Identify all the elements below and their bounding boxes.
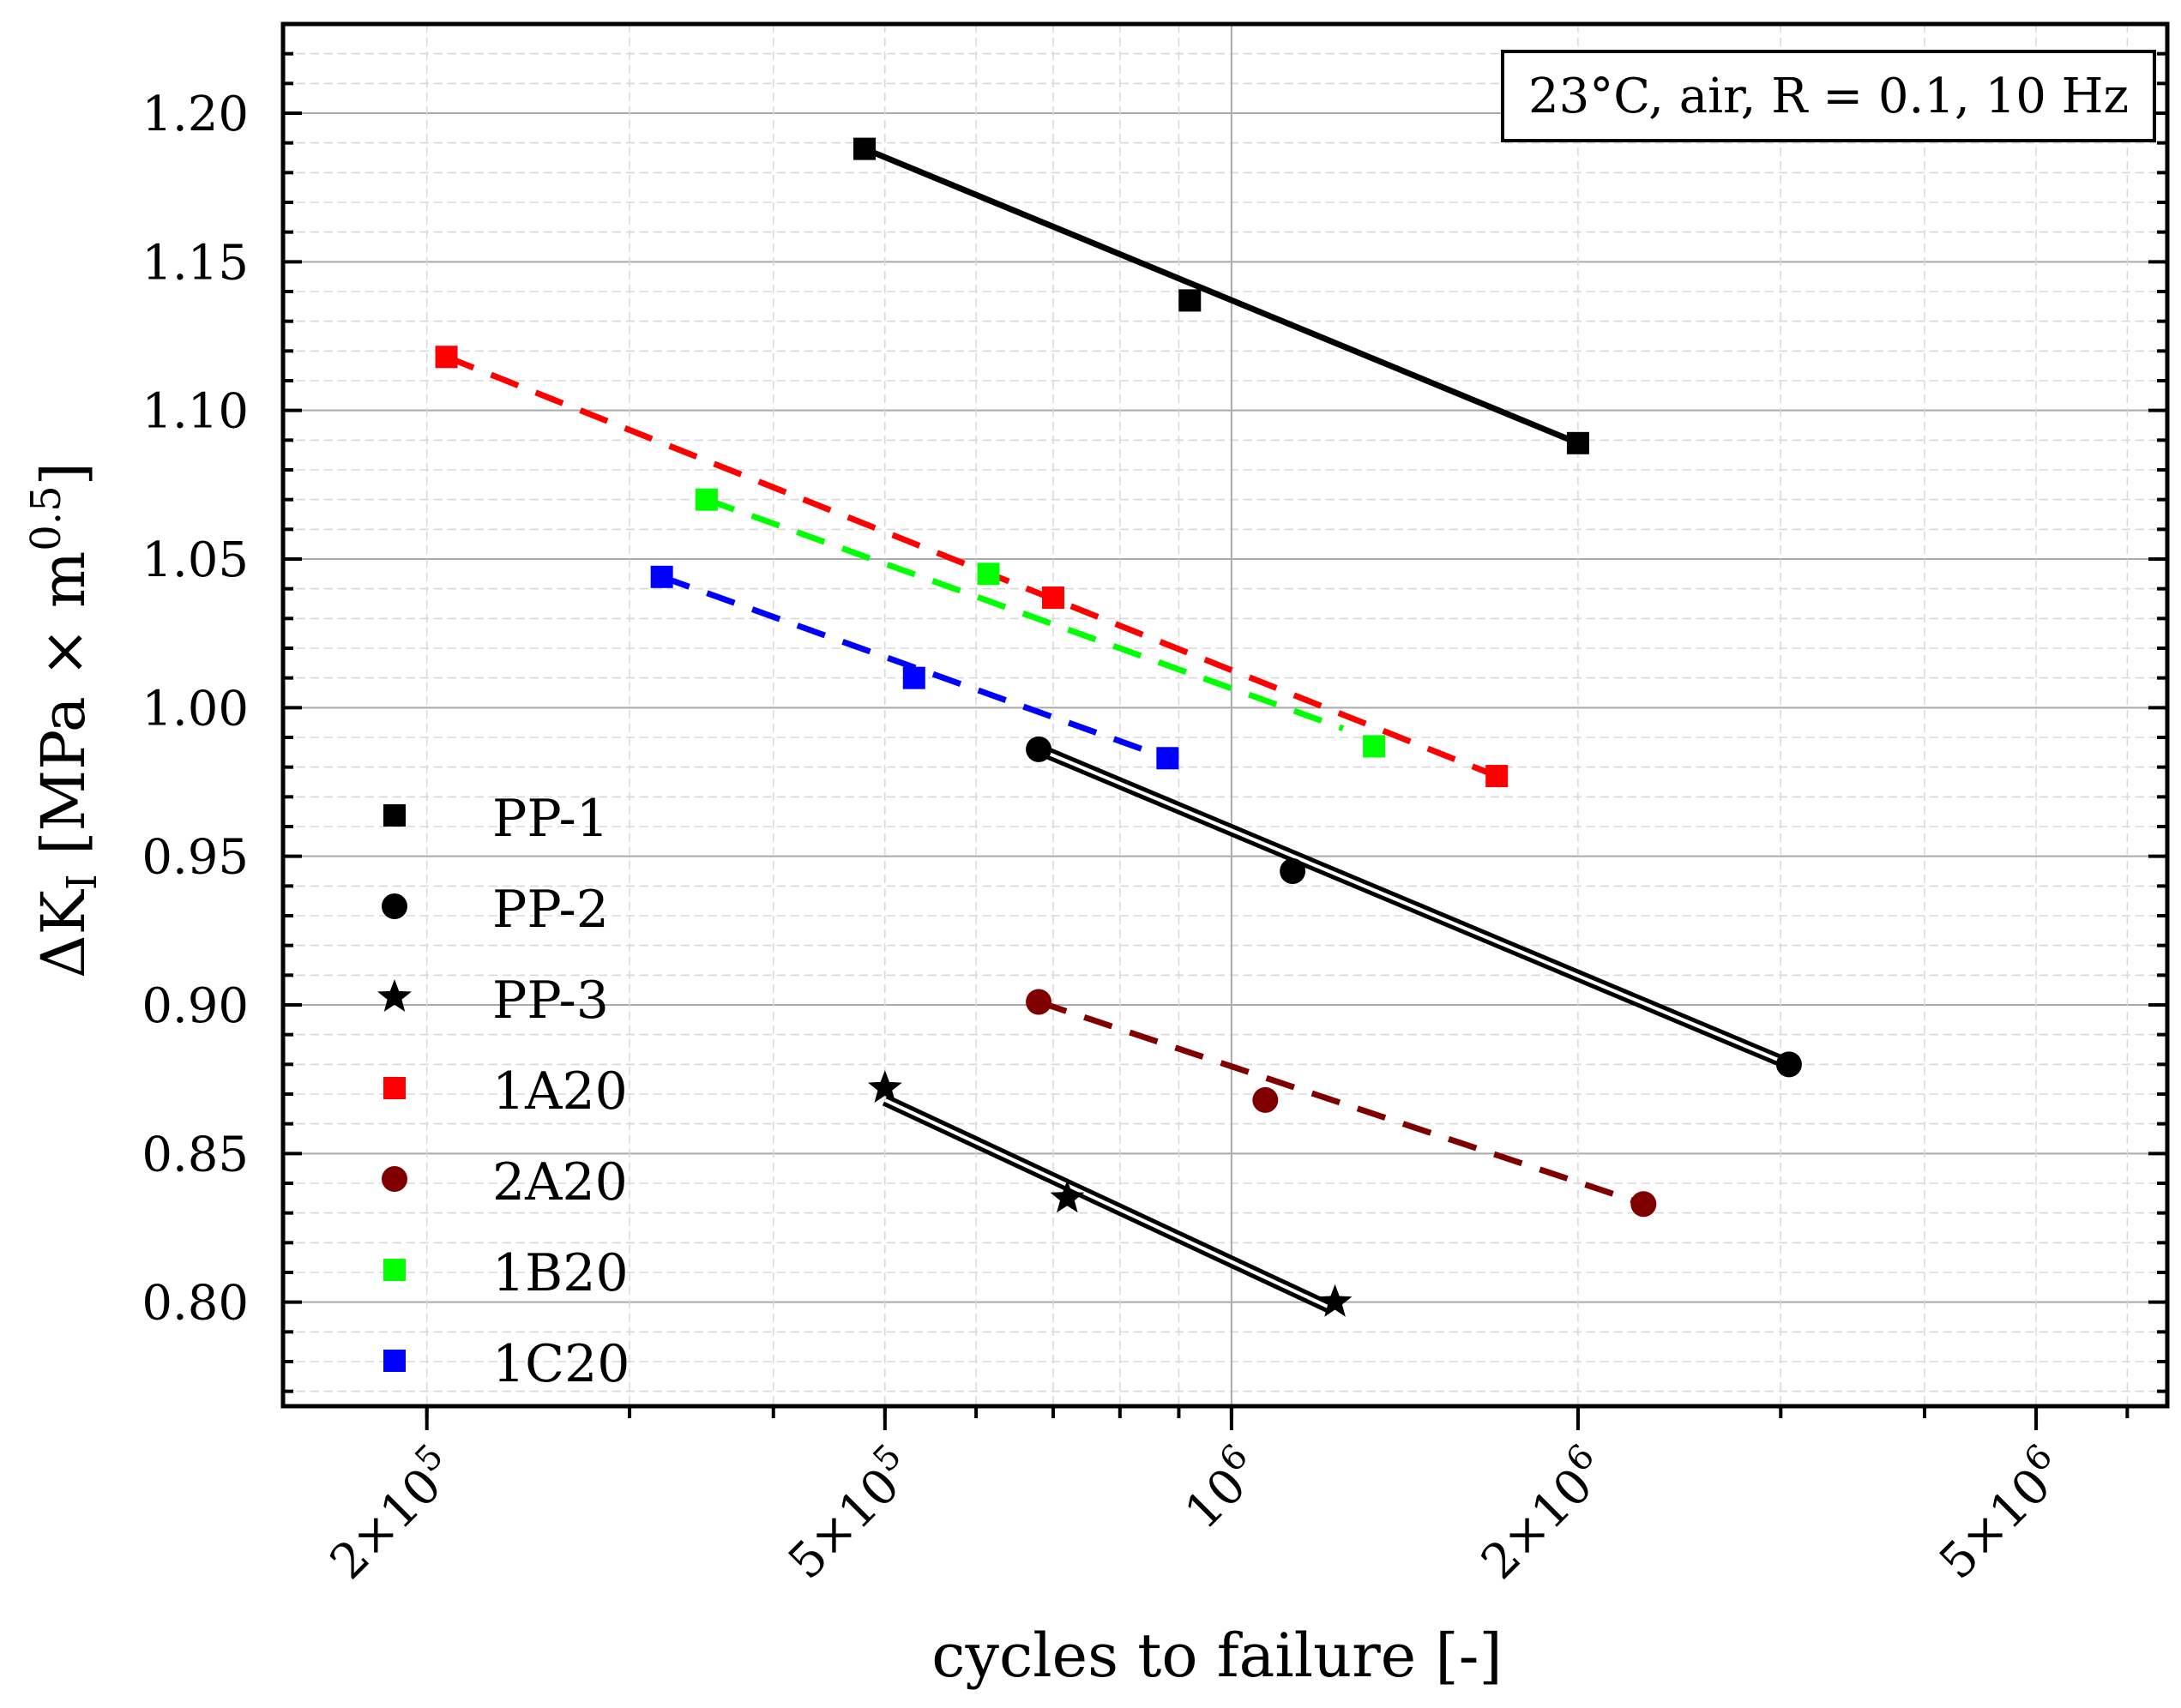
legend-marker (383, 1077, 406, 1099)
legend-item-1a20: 1A20 (383, 1061, 628, 1122)
data-point (1775, 1051, 1802, 1078)
series-1a20 (435, 346, 1509, 788)
legend-item-1b20: 1B20 (383, 1243, 629, 1303)
series-pp-1 (853, 137, 1589, 454)
data-point (695, 488, 718, 511)
legend-marker (382, 1166, 407, 1192)
legend-marker (382, 893, 407, 919)
y-tick-label: 1.00 (142, 681, 249, 737)
series-2a20 (1026, 989, 1657, 1218)
data-point (435, 346, 458, 369)
legend-item-2a20: 2A20 (382, 1152, 628, 1212)
y-tick-label: 1.10 (142, 384, 249, 440)
data-point (1630, 1191, 1657, 1218)
data-point (1252, 1086, 1279, 1113)
data-point (853, 137, 877, 160)
y-axis-title-end: ] (28, 462, 99, 485)
legend-label: PP-2 (492, 880, 609, 940)
y-axis-title-sup: 0.5 (22, 485, 70, 550)
fit-line-inner (1038, 748, 1790, 1067)
annotation-box: 23°C, air, R = 0.1, 10 Hz (1501, 50, 2156, 142)
data-point (1041, 586, 1064, 610)
y-axis-title-main: ΔK (28, 888, 99, 978)
data-point (977, 562, 1000, 586)
legend-label: PP-3 (492, 971, 609, 1031)
x-tick-label: 5×106 (1924, 1437, 2077, 1591)
y-axis-title-mid: [MPa × m (28, 551, 99, 874)
data-point (1485, 765, 1509, 788)
fit-line (1037, 999, 1645, 1207)
y-tick-label: 1.20 (142, 87, 249, 142)
series-1c20 (650, 565, 1179, 770)
legend-marker (377, 979, 412, 1012)
data-point (1317, 1284, 1353, 1317)
data-point (1026, 989, 1052, 1015)
legend-marker (383, 1259, 406, 1281)
legend-item-1c20: 1C20 (383, 1334, 630, 1394)
legend-item-pp-1: PP-1 (383, 789, 609, 849)
y-tick-label: 0.80 (142, 1276, 249, 1332)
legend-marker (383, 804, 406, 827)
data-point (867, 1070, 902, 1104)
fit-line (705, 496, 1345, 731)
data-point (902, 666, 925, 689)
y-tick-label: 0.85 (142, 1127, 249, 1182)
data-point (1280, 858, 1306, 884)
legend-label: 2A20 (492, 1152, 628, 1212)
series-layer (435, 137, 1802, 1317)
series-pp-3 (867, 1070, 1353, 1317)
y-axis-title: ΔKI [MPa × m0.5] (22, 462, 106, 978)
annotation-frame (1501, 50, 2156, 142)
axis-ticks (283, 22, 2167, 1430)
data-point (1026, 736, 1052, 762)
grid (283, 23, 2167, 1406)
x-tick-label: 2×105 (315, 1437, 468, 1591)
x-axis-title: cycles to failure [-] (931, 1621, 1502, 1691)
x-tick-label: 5×105 (773, 1437, 926, 1591)
y-tick-label: 1.05 (142, 532, 249, 588)
data-point (1156, 747, 1179, 770)
series-1b20 (695, 488, 1386, 758)
data-point (650, 565, 673, 588)
fit-line-inner (883, 1098, 1332, 1310)
legend-item-pp-3: PP-3 (377, 971, 609, 1031)
data-point (1566, 431, 1589, 454)
y-axis-title-sub: I (58, 874, 106, 890)
legend: PP-1 PP-2 PP-3 1A20 2A20 1B20 1C20 (377, 789, 630, 1394)
legend-label: 1C20 (492, 1334, 630, 1394)
legend-item-pp-2: PP-2 (382, 880, 609, 940)
y-tick-label: 0.90 (142, 978, 249, 1034)
legend-label: 1A20 (492, 1061, 628, 1122)
legend-label: PP-1 (492, 789, 609, 849)
tick-labels: 0.80 0.85 0.90 0.95 1.00 1.05 1.10 1.15 1.20 2×10… (142, 87, 2077, 1591)
x-tick-label: 2×106 (1466, 1437, 1619, 1591)
y-tick-label: 0.95 (142, 830, 249, 886)
legend-marker (383, 1350, 406, 1372)
fit-line (445, 354, 1498, 779)
data-point (1363, 735, 1386, 758)
x-tick-label: 106 (1169, 1437, 1273, 1541)
plot-frame (280, 21, 2170, 1409)
data-point (1050, 1180, 1085, 1213)
data-point (1178, 289, 1202, 312)
annotation-text: 23°C, air, R = 0.1, 10 Hz (1528, 69, 2129, 124)
fit-line (863, 146, 1580, 447)
legend-label: 1B20 (492, 1243, 629, 1303)
y-tick-label: 1.15 (142, 235, 249, 291)
series-pp-2 (1026, 736, 1802, 1078)
